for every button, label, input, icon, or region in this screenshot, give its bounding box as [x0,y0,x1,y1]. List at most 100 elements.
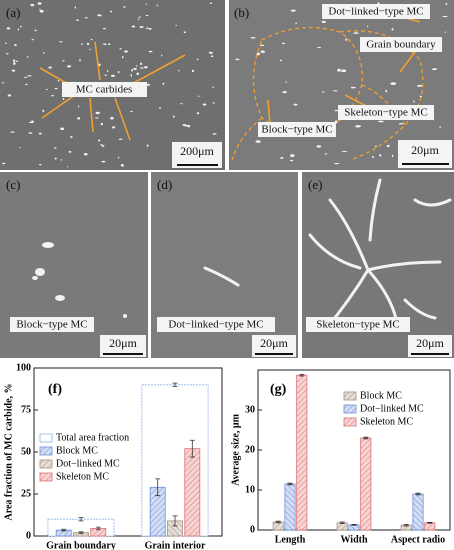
carbide [27,75,32,77]
carbide [39,9,44,13]
bar [360,437,372,531]
y-tick-label: 20 [245,444,255,455]
carbide [139,62,143,66]
panel-label: (g) [270,382,287,397]
carbide [75,19,80,21]
carbide [208,51,213,54]
carbide [392,154,394,158]
carbide [80,43,83,45]
carbide [379,154,382,157]
carbide [131,69,134,72]
carbide [148,50,153,53]
legend-label: Dot−linked MC [360,403,424,414]
carbide [30,120,34,123]
carbide [110,10,113,13]
carbide [51,95,55,97]
carbide [179,103,183,105]
annotation: Block−type MC [16,319,87,331]
panel-label: (a) [6,5,20,20]
carbide [59,41,63,43]
carbide [90,39,93,41]
scale-label: 20μm [109,336,137,350]
carbide [133,67,137,70]
carbide [62,97,65,101]
carbide [1,82,5,84]
carbide [112,126,116,129]
carbide [34,29,37,32]
error-bar [78,517,84,522]
carbide [20,25,22,28]
carbide [74,6,77,9]
carbide [62,60,65,62]
carbide [372,155,374,159]
carbide [35,268,45,276]
carbide [391,27,394,31]
carbide [118,138,123,140]
carbide [104,74,107,76]
carbide [79,59,81,62]
carbide [290,9,296,12]
carbide [289,159,294,162]
y-axis-label: Area fraction of MC carbide, % [3,383,14,520]
carbide [68,151,72,153]
panel-label: (b) [234,5,249,20]
legend-label: Block MC [360,390,402,401]
carbide [203,266,240,287]
carbide [26,55,29,58]
legend-label: Total area fraction [56,432,129,443]
carbide [10,131,15,133]
carbide [308,233,362,270]
carbide [198,95,200,97]
legend-swatch [343,404,357,414]
carbides [1,2,452,332]
carbide [212,86,214,89]
carbide [156,4,159,7]
carbide [175,24,177,26]
legend-swatch [39,459,53,469]
error-bar [427,522,433,524]
carbide [54,157,57,160]
carbide [255,140,261,143]
x-tick-label: Grain boundary [46,540,116,550]
carbide [172,115,175,118]
carbide [6,27,11,30]
y-tick-label: 30 [245,404,255,415]
carbide [377,120,384,123]
carbide [84,17,88,19]
panel-label: (f) [48,382,62,397]
carbide [444,31,447,33]
carbide [12,62,16,65]
carbide [279,59,282,62]
carbide [42,242,54,248]
carbide [260,50,265,53]
carbide [209,2,213,5]
carbide [102,27,106,30]
carbide [57,79,60,82]
error-bar [339,521,345,524]
carbide [66,166,69,168]
carbide [145,27,149,29]
bar [284,483,296,531]
carbide [145,3,147,5]
carbide [17,28,20,31]
carbide [337,68,341,72]
error-bar [155,478,161,497]
carbide [325,153,328,155]
carbide [416,84,423,87]
carbide [102,43,107,45]
error-bar [403,524,409,527]
carbide [250,37,256,39]
y-tick-label: 25 [21,488,31,499]
carbide [16,60,19,63]
carbide [390,82,397,86]
legend-swatch [39,446,53,456]
carbide [398,123,404,125]
panel-label: (e) [308,177,322,192]
carbide [25,83,28,86]
legend-swatch [343,417,357,427]
carbide [123,6,126,8]
error-bar [189,439,195,458]
panel-label: (c) [6,177,20,192]
carbide [32,276,38,280]
